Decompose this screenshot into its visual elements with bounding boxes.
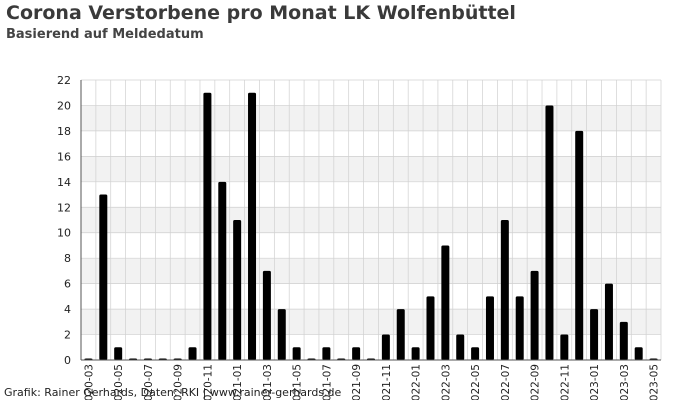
bar-2022-02 <box>426 296 435 360</box>
y-tick-label: 10 <box>57 227 71 240</box>
x-tick-label: 2021-11 <box>381 364 393 400</box>
x-tick-label: 2023-01 <box>589 364 601 400</box>
plot-band <box>81 105 661 131</box>
bar-2022-08 <box>515 296 524 360</box>
x-tick-label: 2020-07 <box>143 364 155 400</box>
x-tick-label: 2023-05 <box>649 364 661 400</box>
y-tick-label: 2 <box>64 329 71 342</box>
bar-2022-05 <box>471 347 480 360</box>
bar-2021-11 <box>381 334 390 360</box>
bar-2023-01 <box>590 309 599 360</box>
bar-2023-02 <box>604 283 613 360</box>
bar-2020-10 <box>188 347 197 360</box>
x-tick-label: 2022-01 <box>411 364 423 400</box>
bar-2021-07 <box>322 347 331 360</box>
x-tick-label: 2020-11 <box>202 364 214 400</box>
bar-2022-06 <box>485 296 494 360</box>
x-tick-label: 2022-07 <box>500 364 512 400</box>
vertical-gridlines <box>80 80 662 360</box>
bar-2022-11 <box>560 334 569 360</box>
plot-bands <box>81 105 661 335</box>
y-tick-label: 16 <box>57 150 71 163</box>
y-tick-label: 14 <box>57 176 71 189</box>
bar-2022-01 <box>411 347 420 360</box>
y-tick-label: 0 <box>64 354 71 367</box>
x-tick-label: 2022-05 <box>470 364 482 400</box>
x-tick-label: 2021-03 <box>262 364 274 400</box>
bar-2022-12 <box>575 130 584 360</box>
bar-2022-07 <box>500 220 509 360</box>
bar-2023-03 <box>619 321 628 360</box>
x-tick-label: 2022-11 <box>559 364 571 400</box>
y-tick-label: 12 <box>57 201 71 214</box>
chart-credit: Grafik: Rainer Gerhards, Daten: RKI | ww… <box>4 386 342 399</box>
chart-subtitle: Basierend auf Meldedatum <box>6 27 204 42</box>
bar-2021-05 <box>292 347 301 360</box>
y-tick-label: 8 <box>64 252 71 265</box>
bar-2021-01 <box>233 220 242 360</box>
bar-2023-04 <box>634 347 643 360</box>
bar-2020-12 <box>218 181 227 360</box>
plot-band <box>81 258 661 284</box>
bar-2020-04 <box>99 194 108 360</box>
plot-band <box>81 207 661 233</box>
plot-band <box>81 309 661 335</box>
y-tick-label: 22 <box>57 74 71 87</box>
x-tick-label: 2020-05 <box>113 364 125 400</box>
bar-2021-02 <box>248 92 257 361</box>
plot-band <box>81 156 661 182</box>
bar-2022-04 <box>456 334 465 360</box>
x-tick-label: 2023-03 <box>619 364 631 400</box>
x-axis-ticks: 2020-03 2020-05 2020-07 2020-09 2020-11 2021-… <box>83 364 660 400</box>
x-tick-label: 2021-05 <box>292 364 304 400</box>
y-axis-ticks: 0 2 4 6 8 10 12 14 16 18 20 22 <box>57 74 71 367</box>
x-tick-label: 2021-09 <box>351 364 363 400</box>
y-tick-label: 6 <box>64 278 71 291</box>
bar-series <box>84 92 658 361</box>
x-tick-label: 2022-03 <box>440 364 452 400</box>
y-tick-label: 18 <box>57 125 71 138</box>
x-tick-label: 2020-03 <box>83 364 95 400</box>
bar-2021-03 <box>262 270 271 360</box>
y-tick-label: 4 <box>64 303 71 316</box>
y-tick-label: 20 <box>57 99 71 112</box>
bar-2020-11 <box>203 92 212 361</box>
bar-2021-09 <box>352 347 361 360</box>
bar-2021-12 <box>396 309 405 360</box>
axes <box>80 80 661 361</box>
x-tick-label: 2021-07 <box>321 364 333 400</box>
x-tick-label: 2022-09 <box>530 364 542 400</box>
bar-2021-04 <box>277 309 286 360</box>
bar-2022-10 <box>545 105 554 360</box>
bar-2020-05 <box>114 347 123 360</box>
bar-2022-09 <box>530 270 539 360</box>
x-tick-label: 2020-09 <box>173 364 185 400</box>
chart-title: Corona Verstorbene pro Monat LK Wolfenbü… <box>6 2 516 24</box>
x-tick-label: 2021-01 <box>232 364 244 400</box>
bar-2022-03 <box>441 245 450 360</box>
